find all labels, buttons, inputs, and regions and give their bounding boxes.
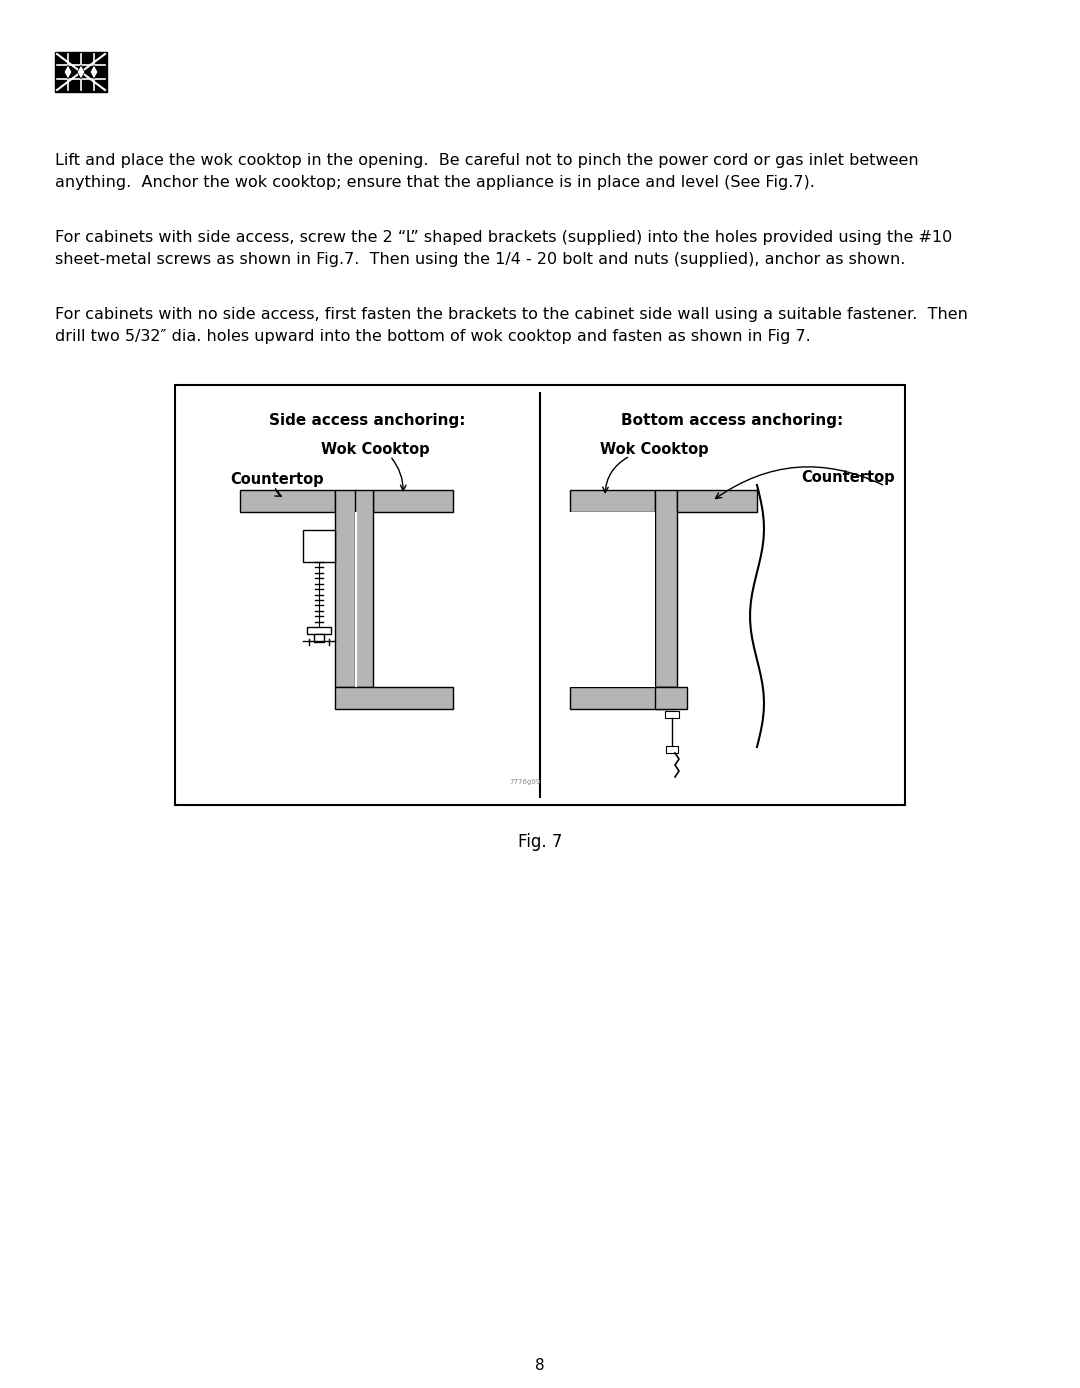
Bar xyxy=(373,490,453,512)
Polygon shape xyxy=(64,65,72,79)
Bar xyxy=(55,51,107,92)
Text: Lift and place the wok cooktop in the opening.  Be careful not to pinch the powe: Lift and place the wok cooktop in the op… xyxy=(55,153,919,190)
Text: 7776g09: 7776g09 xyxy=(510,779,541,786)
Bar xyxy=(654,687,687,709)
Bar xyxy=(677,490,757,512)
Bar xyxy=(175,384,905,805)
Text: Side access anchoring:: Side access anchoring: xyxy=(269,414,465,428)
Bar xyxy=(355,512,357,687)
Polygon shape xyxy=(77,65,85,79)
Bar xyxy=(570,512,654,687)
Text: Wok Cooktop: Wok Cooktop xyxy=(600,441,708,457)
Bar xyxy=(335,490,357,687)
Bar xyxy=(654,490,677,687)
Text: Countertop: Countertop xyxy=(801,471,895,484)
Polygon shape xyxy=(90,65,98,79)
Bar xyxy=(355,490,373,687)
Text: Countertop: Countertop xyxy=(230,472,324,487)
Text: For cabinets with side access, screw the 2 “L” shaped brackets (supplied) into t: For cabinets with side access, screw the… xyxy=(55,230,953,266)
Text: Fig. 7: Fig. 7 xyxy=(517,833,563,851)
Bar xyxy=(335,687,453,709)
Bar xyxy=(314,634,324,643)
Bar xyxy=(303,530,335,562)
Text: For cabinets with no side access, first fasten the brackets to the cabinet side : For cabinets with no side access, first … xyxy=(55,307,968,344)
Bar xyxy=(666,745,678,754)
Bar xyxy=(240,490,335,512)
Bar xyxy=(665,711,679,718)
Bar xyxy=(307,627,330,634)
Text: Wok Cooktop: Wok Cooktop xyxy=(321,441,430,457)
Text: 8: 8 xyxy=(536,1357,544,1373)
Text: Bottom access anchoring:: Bottom access anchoring: xyxy=(621,414,843,428)
Bar xyxy=(570,490,654,512)
Bar xyxy=(570,687,675,709)
